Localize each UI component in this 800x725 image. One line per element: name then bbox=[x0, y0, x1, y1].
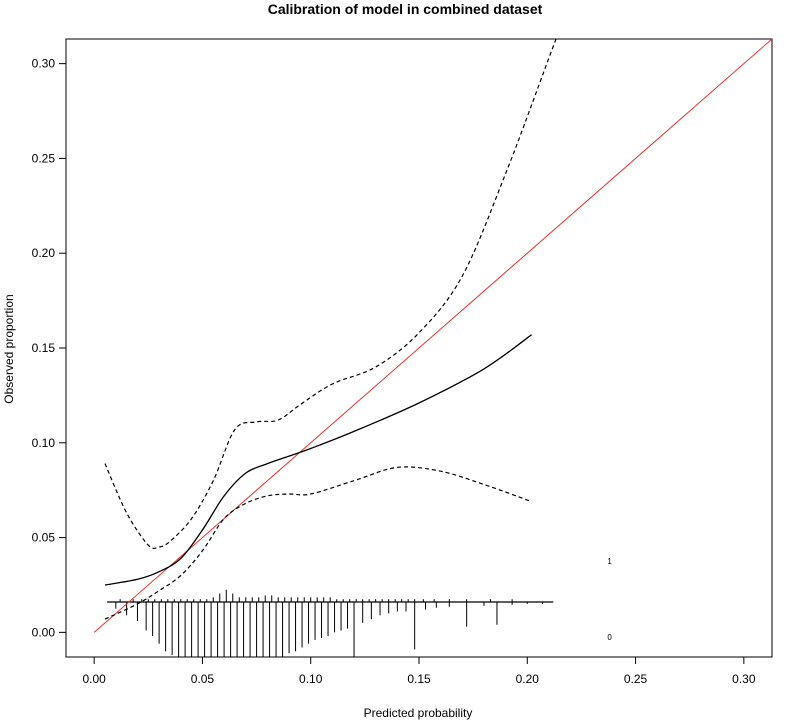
y-tick-label-4: 0.20 bbox=[32, 246, 56, 260]
x-tick-label-5: 0.25 bbox=[624, 672, 648, 686]
series-calibration-line bbox=[104, 334, 532, 586]
x-tick-label-6: 0.30 bbox=[732, 672, 756, 686]
x-tick-label-0: 0.00 bbox=[82, 672, 106, 686]
y-axis-label: Observed proportion bbox=[2, 294, 16, 403]
series-ideal-line bbox=[93, 39, 772, 633]
x-tick-label-2: 0.10 bbox=[299, 672, 323, 686]
chart-title: Calibration of model in combined dataset bbox=[268, 1, 543, 17]
y-tick-label-2: 0.10 bbox=[32, 436, 56, 450]
distribution-label-events: 1 bbox=[607, 557, 612, 566]
y-tick-label-1: 0.05 bbox=[32, 531, 56, 545]
x-axis-label: Predicted probability bbox=[364, 706, 473, 720]
x-tick-label-1: 0.05 bbox=[191, 672, 215, 686]
x-tick-label-4: 0.20 bbox=[516, 672, 540, 686]
series-lower-ci-line bbox=[104, 466, 532, 620]
x-tick-label-3: 0.15 bbox=[407, 672, 431, 686]
plot-area: 0.00 0.05 0.10 0.15 0.20 0.25 0.30 0.00 0.05 0.10… bbox=[32, 38, 773, 686]
y-tick-label-5: 0.25 bbox=[32, 151, 56, 165]
series-upper-ci-line bbox=[104, 39, 557, 550]
distribution-label-nonevents: 0 bbox=[607, 633, 612, 642]
y-tick-label-3: 0.15 bbox=[32, 341, 56, 355]
y-tick-label-6: 0.30 bbox=[32, 57, 56, 71]
y-tick-label-0: 0.00 bbox=[32, 625, 56, 639]
